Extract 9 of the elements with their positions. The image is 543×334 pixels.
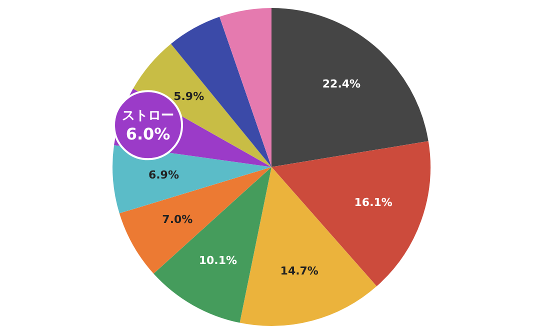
slice-label: ストロー — [122, 108, 174, 124]
data-label: 6.0% — [126, 124, 170, 144]
data-label: 22.4% — [322, 77, 361, 90]
data-label: 10.1% — [198, 254, 238, 267]
data-label: 6.9% — [148, 168, 179, 182]
data-label: 16.1% — [354, 196, 392, 210]
data-label: 14.7% — [280, 264, 318, 278]
data-label: 5.9% — [174, 90, 204, 104]
data-label: 7.0% — [162, 213, 193, 226]
